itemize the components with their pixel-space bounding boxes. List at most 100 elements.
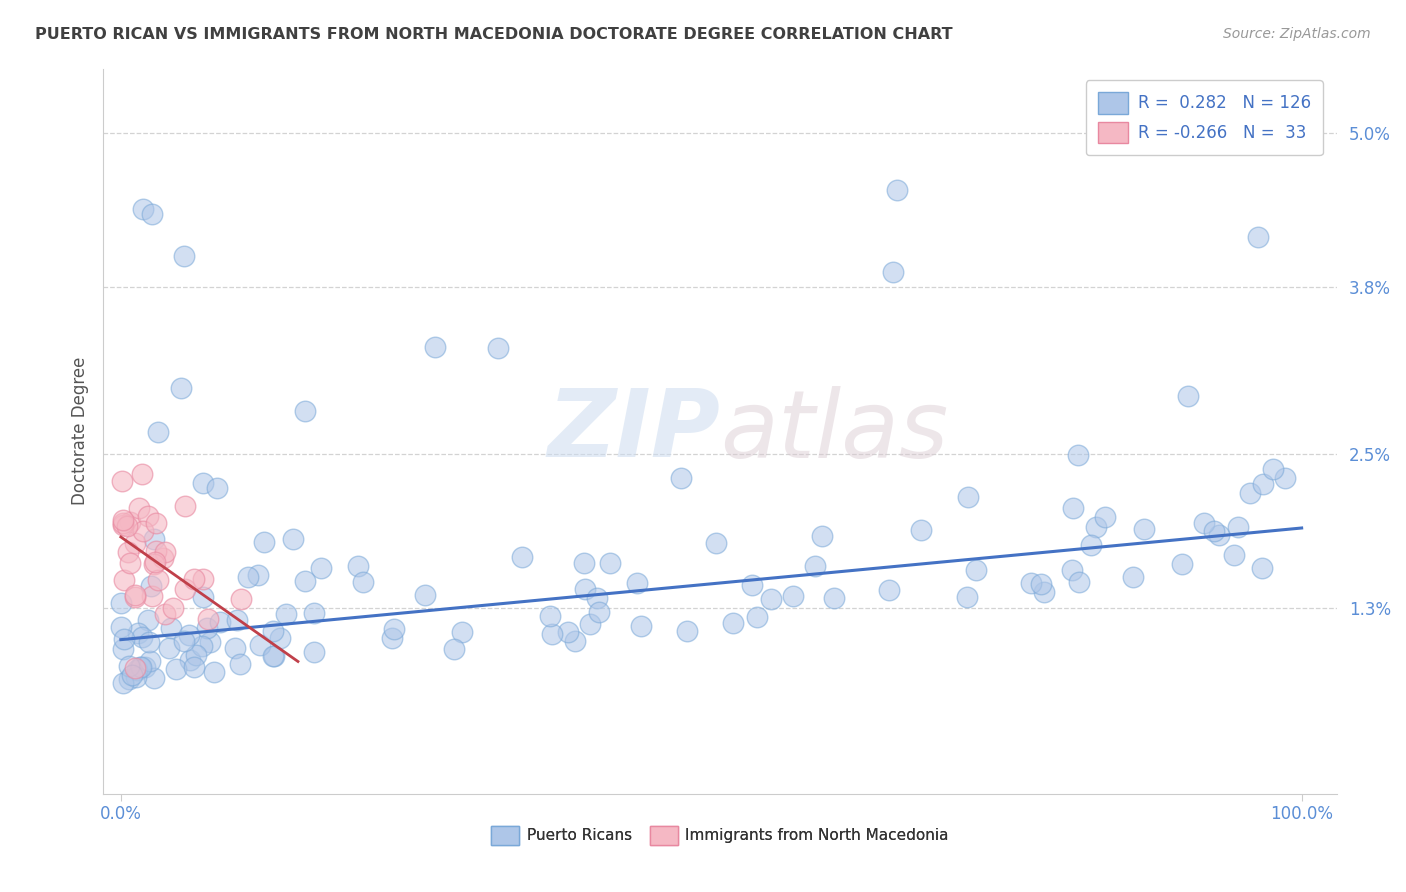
Point <box>262 624 284 638</box>
Point <box>804 558 827 573</box>
Point <box>572 556 595 570</box>
Point <box>112 632 135 647</box>
Point <box>630 619 652 633</box>
Point <box>1060 563 1083 577</box>
Point <box>782 589 804 603</box>
Point <box>1062 500 1084 515</box>
Point <box>200 634 222 648</box>
Point <box>139 579 162 593</box>
Point <box>723 615 745 630</box>
Point <box>294 404 316 418</box>
Point <box>207 481 229 495</box>
Point <box>224 640 246 655</box>
Point <box>1122 570 1144 584</box>
Point <box>112 675 135 690</box>
Point <box>450 624 472 639</box>
Point <box>191 639 214 653</box>
Point <box>124 536 146 550</box>
Point <box>226 613 249 627</box>
Point <box>585 591 607 606</box>
Point <box>191 590 214 604</box>
Point <box>1274 471 1296 485</box>
Point <box>823 591 845 606</box>
Point <box>957 490 980 504</box>
Point <box>415 588 437 602</box>
Point <box>382 622 405 636</box>
Point <box>124 590 146 604</box>
Point <box>127 625 149 640</box>
Point <box>173 634 195 648</box>
Point <box>1170 557 1192 571</box>
Text: Source: ZipAtlas.com: Source: ZipAtlas.com <box>1223 27 1371 41</box>
Point <box>141 207 163 221</box>
Point <box>423 340 446 354</box>
Point <box>124 661 146 675</box>
Point <box>111 474 134 488</box>
Point <box>143 557 166 571</box>
Point <box>229 657 252 671</box>
Point <box>882 264 904 278</box>
Point <box>1115 112 1137 127</box>
Point <box>132 524 155 539</box>
Point <box>1222 548 1244 562</box>
Point <box>1032 585 1054 599</box>
Point <box>262 648 284 663</box>
Point <box>302 606 325 620</box>
Point <box>1080 538 1102 552</box>
Point <box>231 592 253 607</box>
Point <box>1227 520 1250 534</box>
Point <box>1021 576 1043 591</box>
Point <box>1067 574 1090 589</box>
Point <box>269 631 291 645</box>
Point <box>1251 477 1274 491</box>
Point <box>112 641 135 656</box>
Point <box>538 609 561 624</box>
Point <box>541 626 564 640</box>
Point <box>443 641 465 656</box>
Point <box>249 638 271 652</box>
Point <box>1208 527 1230 541</box>
Point <box>139 654 162 668</box>
Point <box>148 573 170 587</box>
Point <box>148 425 170 440</box>
Point <box>179 653 201 667</box>
Point <box>346 559 368 574</box>
Point <box>124 670 146 684</box>
Point <box>173 582 195 596</box>
Point <box>281 532 304 546</box>
Point <box>143 533 166 547</box>
Point <box>184 648 207 663</box>
Point <box>152 551 174 566</box>
Point <box>1085 519 1108 533</box>
Point <box>136 509 159 524</box>
Point <box>626 575 648 590</box>
Point <box>208 615 231 629</box>
Point <box>129 659 152 673</box>
Point <box>138 635 160 649</box>
Point <box>204 665 226 680</box>
Point <box>263 649 285 664</box>
Point <box>162 601 184 615</box>
Point <box>117 545 139 559</box>
Point <box>1067 448 1090 462</box>
Point <box>118 557 141 571</box>
Point <box>127 664 149 678</box>
Text: PUERTO RICAN VS IMMIGRANTS FROM NORTH MACEDONIA DOCTORATE DEGREE CORRELATION CHA: PUERTO RICAN VS IMMIGRANTS FROM NORTH MA… <box>35 27 953 42</box>
Point <box>160 621 183 635</box>
Point <box>131 467 153 481</box>
Point <box>134 659 156 673</box>
Point <box>111 516 134 531</box>
Point <box>173 249 195 263</box>
Point <box>118 659 141 673</box>
Point <box>118 672 141 686</box>
Point <box>124 588 146 602</box>
Point <box>1261 462 1284 476</box>
Point <box>579 616 602 631</box>
Point <box>380 631 402 645</box>
Point <box>309 561 332 575</box>
Point <box>886 184 908 198</box>
Point <box>117 519 139 533</box>
Point <box>236 570 259 584</box>
Point <box>195 620 218 634</box>
Point <box>112 513 135 527</box>
